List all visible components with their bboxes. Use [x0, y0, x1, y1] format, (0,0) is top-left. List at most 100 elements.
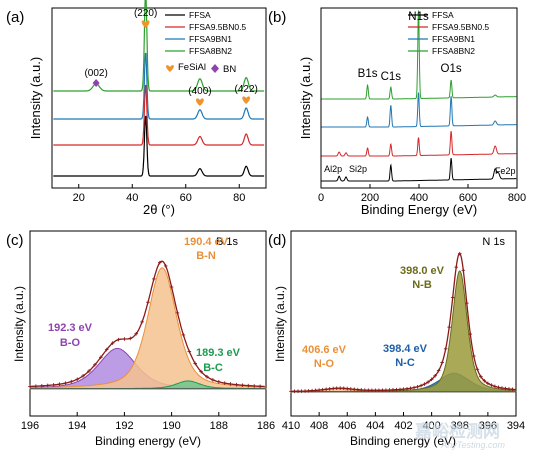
- a-tick-label-40: 40: [126, 192, 138, 204]
- legend-label-ffsa-a: FFSA: [189, 10, 211, 20]
- legend-a: FFSA FFSA9.5BN0.5 FFSA9BN1 FFSA8BN2 FeSi…: [165, 10, 246, 75]
- panel-b: (b) 0 200 400 600 800 Binding Energy (eV) In…: [268, 7, 526, 217]
- legend-label-ffsa9-a: FFSA9BN1: [189, 34, 232, 44]
- panel-label-a: (a): [6, 9, 24, 26]
- panel-label-d: (d): [268, 232, 286, 249]
- peak-markers-a: (002) (220) (400) (422): [84, 8, 258, 106]
- x-axis-label-c: Binding energy (eV): [95, 434, 201, 448]
- c-tick-label-190: 190: [162, 420, 180, 432]
- d-tick-label-400: 400: [422, 420, 440, 432]
- d-tick-label-396: 396: [479, 420, 497, 432]
- heart-icon: [242, 96, 251, 104]
- series-group-a: [53, 0, 265, 177]
- panel-c: (c) 196 194 192 190 188 186 B 1s Binding ener…: [6, 230, 275, 448]
- x-axis-label-b: Binding Energy (eV): [361, 202, 477, 217]
- x-axis-label-a: 2θ (°): [143, 202, 175, 217]
- component-bond-bc: B-C: [203, 362, 223, 374]
- d-tick-label-402: 402: [394, 420, 412, 432]
- plot-frame-c: [29, 230, 267, 417]
- c-tick-label-194: 194: [68, 420, 86, 432]
- c-tick-label-188: 188: [210, 420, 228, 432]
- a-tick-label-20: 20: [73, 192, 85, 204]
- annotation-b1s: B1s: [358, 68, 378, 80]
- d-tick-label-404: 404: [366, 420, 384, 432]
- c-tick-label-192: 192: [115, 420, 133, 432]
- diamond-icon: [92, 79, 100, 87]
- series-line-a-ffsa9-5bn0-5: [53, 84, 265, 146]
- annotation-n1s: N1s: [408, 11, 429, 23]
- legend-b: FFSA FFSA9.5BN0.5 FFSA9BN1 FFSA8BN2: [408, 10, 489, 56]
- legend-label-ffsa9-b: FFSA9BN1: [432, 34, 475, 44]
- panel-a: (a) 20 40 60 80 (002) (220) (400) (422) 2θ (°)…: [6, 0, 267, 217]
- component-bond-no: N-O: [314, 358, 335, 370]
- c-tick-label-186: 186: [257, 420, 275, 432]
- x-ticks-c: 196 194 192 190 188 186: [21, 412, 275, 432]
- series-line-b-ffsa9bn1: [321, 92, 517, 128]
- y-axis-label-b: Intensity (a.u.): [298, 57, 313, 139]
- component-b-n: [29, 267, 267, 390]
- component-bond-nb: N-B: [412, 279, 432, 291]
- x-ticks-b: 0 200 400 600 800: [318, 184, 526, 204]
- component-bond-bn: B-N: [196, 250, 216, 262]
- peak-label-422: (422): [235, 84, 258, 95]
- component-energy-nb: 398.0 eV: [400, 265, 445, 277]
- component-energy-nc: 398.4 eV: [383, 343, 428, 355]
- panel-d: (d) 410 408 406 404 402 400 398 396 394 N 1s Bin…: [268, 230, 525, 450]
- series-line-a-ffsa: [53, 115, 265, 177]
- b-tick-label-800: 800: [508, 192, 526, 204]
- watermark-en: AnyTesting.com: [440, 440, 505, 450]
- corner-label-d: N 1s: [482, 236, 505, 248]
- component-bond-bo: B-O: [60, 337, 81, 349]
- corner-label-c: B 1s: [216, 236, 239, 248]
- heart-icon: [166, 65, 174, 72]
- legend-label-fesial-a: FeSiAl: [178, 62, 206, 73]
- watermark-cn: 嘉峪检测网: [414, 421, 500, 441]
- b-tick-label-200: 200: [361, 192, 379, 204]
- x-ticks-a: 20 40 60 80: [73, 184, 245, 204]
- component-energy-bo: 192.3 eV: [48, 322, 93, 334]
- a-tick-label-60: 60: [180, 192, 192, 204]
- legend-label-ffsa8-a: FFSA8BN2: [189, 46, 232, 56]
- series-group-b: [321, 10, 517, 182]
- d-tick-label-410: 410: [282, 420, 300, 432]
- b-tick-label-600: 600: [459, 192, 477, 204]
- peak-label-400: (400): [188, 86, 211, 97]
- component-n-b: [290, 270, 517, 393]
- legend-label-ffsa8-b: FFSA8BN2: [432, 46, 475, 56]
- b-tick-label-0: 0: [318, 192, 324, 204]
- peak-label-002: (002): [84, 68, 107, 79]
- component-energy-bc: 189.3 eV: [196, 347, 241, 359]
- y-axis-label-c: Intensity (a.u.): [12, 286, 26, 362]
- panel-label-b: (b): [268, 9, 286, 26]
- plot-frame-a: [51, 7, 267, 189]
- annotation-o1s: O1s: [441, 63, 462, 75]
- d-tick-label-408: 408: [310, 420, 328, 432]
- c-tick-label-196: 196: [21, 420, 39, 432]
- series-line-b-ffsa8bn2: [321, 10, 517, 100]
- x-axis-label-d: Binding energy (eV): [350, 434, 456, 448]
- legend-label-ffsa-b: FFSA: [432, 10, 454, 20]
- x-ticks-d: 410 408 406 404 402 400 398 396 394: [282, 412, 525, 432]
- xps-fit-c: [28, 260, 267, 390]
- d-tick-label-394: 394: [507, 420, 525, 432]
- legend-label-bn-a: BN: [223, 64, 236, 75]
- series-line-b-ffsa9-5bn0-5: [321, 131, 517, 157]
- series-line-a-ffsa8bn2: [53, 0, 265, 92]
- d-tick-label-398: 398: [451, 420, 469, 432]
- series-line-a-ffsa9bn1: [53, 52, 265, 120]
- annotation-fe2p: Fe2p: [495, 166, 516, 176]
- y-axis-label-d: Intensity (a.u.): [273, 286, 287, 362]
- d-tick-label-406: 406: [338, 420, 356, 432]
- heart-icon: [141, 20, 150, 28]
- diamond-icon: [211, 64, 219, 73]
- a-tick-label-80: 80: [233, 192, 245, 204]
- peak-label-220: (220): [134, 8, 157, 19]
- b-tick-label-400: 400: [410, 192, 428, 204]
- xps-fit-d: [289, 251, 518, 394]
- heart-icon: [196, 98, 204, 106]
- legend-label-ffsa95-b: FFSA9.5BN0.5: [432, 22, 489, 32]
- series-line-b-ffsa: [321, 158, 517, 182]
- legend-label-ffsa95-a: FFSA9.5BN0.5: [189, 22, 246, 32]
- annotation-c1s: C1s: [381, 71, 402, 83]
- component-bond-nc: N-C: [395, 357, 415, 369]
